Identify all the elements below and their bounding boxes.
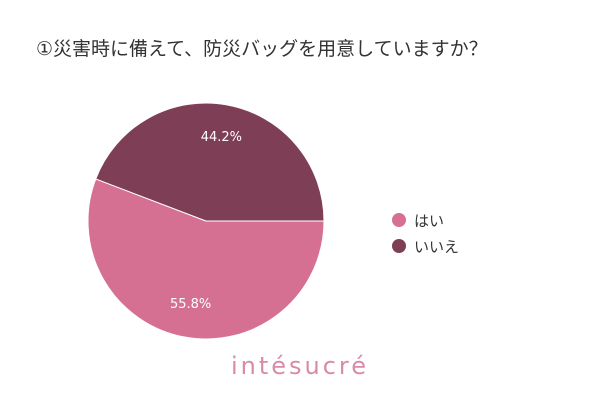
legend-item-no: いいえ bbox=[392, 233, 459, 259]
legend-swatch-yes bbox=[392, 213, 406, 227]
legend-swatch-no bbox=[392, 239, 406, 253]
slice-yes bbox=[87, 178, 325, 340]
legend-label-yes: はい bbox=[414, 211, 445, 230]
slice-label-yes: 55.8% bbox=[170, 297, 211, 312]
legend-label-no: いいえ bbox=[414, 237, 460, 256]
slice-label-no: 44.2% bbox=[201, 130, 242, 145]
legend: はい いいえ bbox=[392, 207, 459, 259]
chart-title: ①災害時に備えて、防災バッグを用意していますか？ bbox=[36, 38, 488, 60]
slice-no bbox=[95, 102, 325, 222]
brand-logo-text: intésucré bbox=[230, 352, 370, 380]
legend-item-yes: はい bbox=[392, 207, 459, 233]
